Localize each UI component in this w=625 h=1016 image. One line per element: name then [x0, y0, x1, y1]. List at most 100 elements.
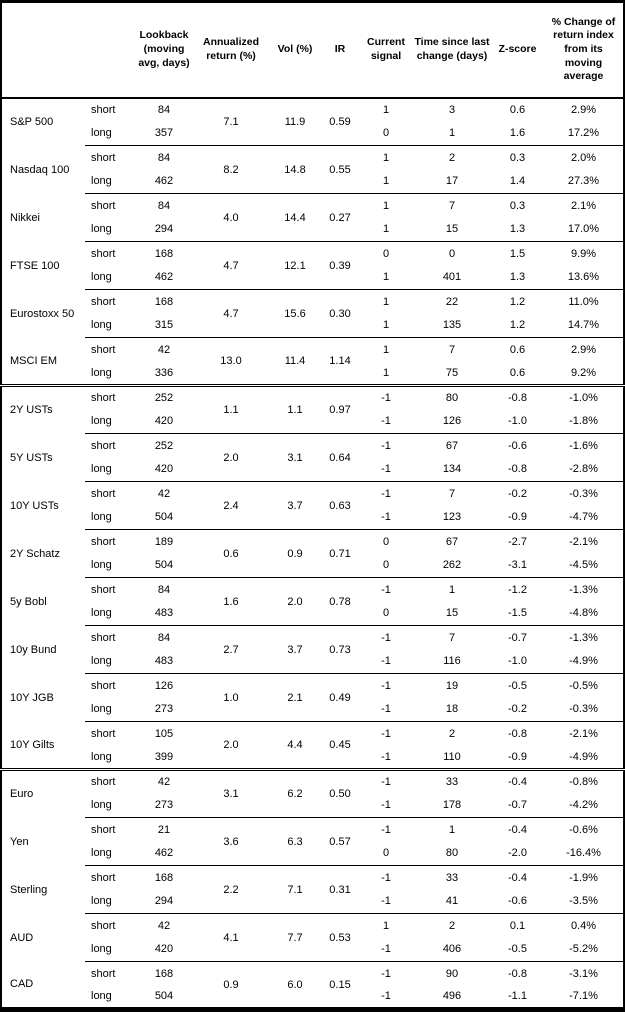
lookback-value: 84 — [135, 577, 193, 602]
pct-change-value: -2.1% — [544, 721, 624, 746]
lookback-value: 504 — [154, 990, 174, 1003]
pct-change-value: -0.6% — [544, 817, 624, 842]
lookback-value: 252 — [135, 384, 193, 410]
signal-value: 1 — [382, 271, 390, 284]
pct-change-value: -0.3% — [544, 481, 624, 506]
zscore-value: -0.2 — [508, 703, 527, 716]
asset-row-short: 5Y USTs short 252 2.0 3.1 0.64 -1 67 -0.… — [1, 433, 624, 482]
days-value: 7 — [413, 193, 491, 218]
zscore-value: 1.2 — [509, 319, 526, 332]
side-label: long — [91, 127, 112, 140]
signal-value: -1 — [381, 750, 391, 763]
pct-change-value: -3.1% — [544, 961, 624, 986]
days-value: 1 — [448, 127, 456, 140]
asset-row-short: S&P 500 short 84 7.1 11.9 0.59 1 3 0.6 2… — [1, 98, 624, 128]
zscore-value: -0.5 — [491, 673, 544, 698]
vol-value: 11.9 — [284, 115, 306, 128]
signal-value: 1 — [359, 337, 413, 362]
zscore-value: 1.6 — [509, 127, 526, 140]
signal-value: 0 — [382, 127, 390, 140]
ir-value: 0.27 — [321, 193, 359, 242]
days-value: 2 — [413, 145, 491, 170]
side-label: short — [85, 384, 135, 410]
signal-value: 0 — [359, 529, 413, 554]
vol-value: 4.4 — [269, 721, 321, 770]
ir-value: 0.73 — [321, 625, 359, 674]
zscore-value: -1.2 — [491, 577, 544, 602]
side-label: short — [91, 104, 116, 116]
side-label: long — [91, 703, 112, 716]
days-value: 1 — [413, 817, 491, 842]
side-label: short — [85, 961, 135, 986]
zscore-value: -1.5 — [508, 607, 527, 620]
pct-change-value: -4.8% — [569, 607, 598, 620]
vol-value: 11.4 — [269, 337, 321, 386]
pct-change-value: -1.0% — [544, 384, 624, 410]
signal-value: -1 — [381, 799, 391, 812]
ir-value: 0.63 — [321, 481, 359, 530]
ir-value: 0.97 — [321, 384, 359, 434]
signal-value: 1 — [382, 104, 390, 116]
vol-value: 6.3 — [269, 817, 321, 866]
lookback-value: 273 — [154, 703, 174, 716]
zscore-value: 0.3 — [491, 145, 544, 170]
zscore-value: -2.0 — [508, 847, 527, 860]
pct-change-value: -4.9% — [569, 655, 598, 668]
asset-block: 2Y Schatz short 189 0.6 0.9 0.71 0 67 -2… — [1, 529, 624, 578]
side-label: long — [91, 607, 112, 620]
lookback-value: 84 — [157, 104, 171, 116]
vol-value: 3.1 — [269, 433, 321, 482]
lookback-value: 42 — [135, 337, 193, 362]
annualized-return-value: 3.6 — [193, 817, 269, 866]
zscore-value: -2.7 — [491, 529, 544, 554]
asset-row-short: MSCI EM short 42 13.0 11.4 1.14 1 7 0.6 … — [1, 337, 624, 386]
zscore-value: 1.2 — [491, 289, 544, 314]
asset-name: 10Y JGB — [10, 691, 54, 704]
ir-value: 0.30 — [321, 289, 359, 338]
days-value: 401 — [442, 271, 462, 284]
asset-name: 5y Bobl — [10, 595, 47, 608]
pct-change-value: -0.5% — [544, 673, 624, 698]
asset-block: 2Y USTs short 252 1.1 1.1 0.97 -1 80 -0.… — [1, 384, 624, 434]
pct-change-value: -4.7% — [569, 511, 598, 524]
vol-value: 7.1 — [269, 865, 321, 914]
signal-value: -1 — [359, 577, 413, 602]
asset-row-long: long 357 0 1 1.6 17.2% — [1, 122, 624, 146]
side-label: long — [91, 990, 112, 1003]
asset-name: Sterling — [10, 883, 48, 896]
lookback-value: 168 — [135, 961, 193, 986]
vol-value: 2.0 — [269, 577, 321, 626]
signal-value: 1 — [359, 289, 413, 314]
asset-row-short: FTSE 100 short 168 4.7 12.1 0.39 0 0 1.5… — [1, 241, 624, 290]
days-value: 135 — [442, 319, 462, 332]
days-value: 75 — [445, 366, 459, 379]
signal-value: -1 — [359, 865, 413, 890]
lookback-value: 252 — [135, 433, 193, 458]
days-value: 1 — [413, 577, 491, 602]
pct-change-value: -4.9% — [569, 750, 598, 763]
asset-block: Nikkei short 84 4.0 14.4 0.27 1 7 0.3 2.… — [1, 193, 624, 242]
annualized-return-value: 4.7 — [193, 241, 269, 290]
ir-value: 0.53 — [321, 913, 359, 962]
ir-value: 0.45 — [321, 721, 359, 770]
zscore-value: -0.4 — [491, 865, 544, 890]
side-label: long — [91, 319, 112, 332]
annualized-return-value: 2.0 — [193, 433, 269, 482]
zscore-value: -0.7 — [491, 625, 544, 650]
asset-row-long: long 504 -1 123 -0.9 -4.7% — [1, 506, 624, 530]
ir-value: 0.59 — [329, 115, 351, 128]
lookback-value: 126 — [135, 673, 193, 698]
signal-value: 1 — [382, 319, 390, 332]
side-label: short — [85, 337, 135, 362]
vol-value: 6.0 — [269, 961, 321, 1010]
asset-row-long: long 504 0 262 -3.1 -4.5% — [1, 554, 624, 578]
asset-row-short: 10y Bund short 84 2.7 3.7 0.73 -1 7 -0.7… — [1, 625, 624, 674]
pct-change-value: -4.2% — [569, 799, 598, 812]
annualized-return-value: 4.0 — [193, 193, 269, 242]
col-header-time-since-change: Time since last change (days) — [413, 1, 491, 99]
asset-name: AUD — [10, 931, 34, 944]
days-value: 67 — [413, 433, 491, 458]
lookback-value: 315 — [154, 319, 174, 332]
lookback-value: 84 — [135, 145, 193, 170]
